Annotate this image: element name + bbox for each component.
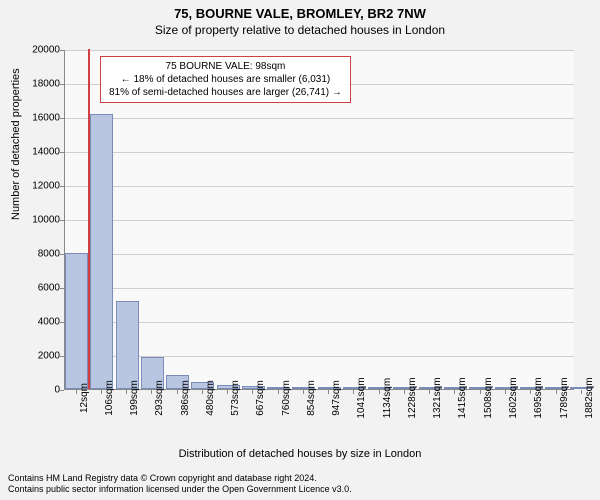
y-tick-label: 12000 <box>20 181 60 192</box>
x-tick-label: 1415sqm <box>457 377 468 418</box>
annotation-line1: 75 BOURNE VALE: 98sqm <box>109 60 342 73</box>
x-tick-label: 1228sqm <box>407 377 418 418</box>
x-tick <box>151 390 152 394</box>
y-tick <box>60 390 64 391</box>
y-tick-label: 10000 <box>20 215 60 226</box>
x-tick-label: 12sqm <box>79 383 90 413</box>
y-tick <box>60 118 64 119</box>
y-tick <box>60 288 64 289</box>
y-tick-label: 20000 <box>20 45 60 56</box>
x-tick-label: 1602sqm <box>508 377 519 418</box>
x-tick-label: 1321sqm <box>432 377 443 418</box>
y-tick <box>60 84 64 85</box>
property-marker-line <box>88 49 90 389</box>
x-tick <box>556 390 557 394</box>
x-tick <box>76 390 77 394</box>
x-tick <box>126 390 127 394</box>
x-tick <box>404 390 405 394</box>
gridline <box>65 50 574 51</box>
x-tick-label: 106sqm <box>104 380 115 416</box>
x-axis-label: Distribution of detached houses by size … <box>0 448 600 460</box>
y-tick-label: 6000 <box>20 283 60 294</box>
x-tick <box>278 390 279 394</box>
x-tick <box>429 390 430 394</box>
x-tick-label: 1695sqm <box>533 377 544 418</box>
histogram-bar <box>90 114 113 389</box>
y-tick-label: 18000 <box>20 79 60 90</box>
x-tick-label: 1508sqm <box>483 377 494 418</box>
footer-attribution: Contains HM Land Registry data © Crown c… <box>8 473 352 496</box>
y-tick <box>60 254 64 255</box>
x-tick-label: 854sqm <box>306 380 317 416</box>
chart-container: 75, BOURNE VALE, BROMLEY, BR2 7NW Size o… <box>0 0 600 500</box>
y-tick <box>60 356 64 357</box>
x-tick-label: 293sqm <box>154 380 165 416</box>
x-tick-label: 667sqm <box>255 380 266 416</box>
x-tick <box>101 390 102 394</box>
footer-line1: Contains HM Land Registry data © Crown c… <box>8 473 352 485</box>
x-tick <box>379 390 380 394</box>
x-tick <box>530 390 531 394</box>
x-tick-label: 1041sqm <box>356 377 367 418</box>
x-tick <box>303 390 304 394</box>
y-tick-label: 4000 <box>20 317 60 328</box>
annotation-box: 75 BOURNE VALE: 98sqm ← 18% of detached … <box>100 56 351 103</box>
x-tick-label: 199sqm <box>129 380 140 416</box>
y-tick-label: 0 <box>20 385 60 396</box>
gridline <box>65 118 574 119</box>
x-tick <box>480 390 481 394</box>
x-tick <box>353 390 354 394</box>
annotation-line3: 81% of semi-detached houses are larger (… <box>109 86 342 99</box>
gridline <box>65 254 574 255</box>
y-tick <box>60 50 64 51</box>
gridline <box>65 220 574 221</box>
x-tick-label: 1882sqm <box>584 377 595 418</box>
x-tick <box>202 390 203 394</box>
x-tick-label: 386sqm <box>180 380 191 416</box>
y-tick <box>60 220 64 221</box>
y-tick-label: 2000 <box>20 351 60 362</box>
y-tick <box>60 186 64 187</box>
x-tick-label: 1789sqm <box>559 377 570 418</box>
x-tick <box>581 390 582 394</box>
x-tick-label: 1134sqm <box>382 378 393 418</box>
y-tick <box>60 152 64 153</box>
chart-title-main: 75, BOURNE VALE, BROMLEY, BR2 7NW <box>0 0 600 21</box>
x-tick-label: 947sqm <box>331 380 342 416</box>
gridline <box>65 322 574 323</box>
x-tick <box>505 390 506 394</box>
x-tick <box>177 390 178 394</box>
y-tick-label: 14000 <box>20 147 60 158</box>
histogram-bar <box>65 253 88 389</box>
x-tick-label: 760sqm <box>281 380 292 416</box>
x-tick <box>328 390 329 394</box>
annotation-line2: ← 18% of detached houses are smaller (6,… <box>109 73 342 86</box>
x-tick <box>252 390 253 394</box>
gridline <box>65 152 574 153</box>
histogram-bar <box>116 301 139 389</box>
y-tick <box>60 322 64 323</box>
x-tick-label: 573sqm <box>230 380 241 416</box>
y-tick-label: 16000 <box>20 113 60 124</box>
x-tick <box>227 390 228 394</box>
gridline <box>65 288 574 289</box>
y-axis-label: Number of detached properties <box>10 68 22 220</box>
chart-title-sub: Size of property relative to detached ho… <box>0 21 600 37</box>
gridline <box>65 186 574 187</box>
x-tick-label: 480sqm <box>205 380 216 416</box>
x-tick <box>454 390 455 394</box>
footer-line2: Contains public sector information licen… <box>8 484 352 496</box>
y-tick-label: 8000 <box>20 249 60 260</box>
